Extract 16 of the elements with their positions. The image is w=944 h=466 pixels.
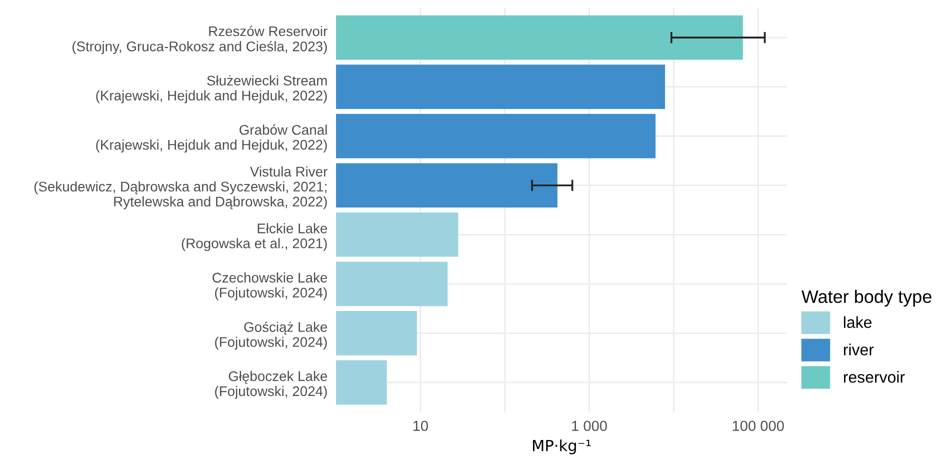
y-tick-label: Służewiecki Stream (Krajewski, Hejduk and Hejduk, 2022) bbox=[96, 75, 327, 104]
y-tick-label: Czechowskie Lake (Fojutowski, 2024) bbox=[212, 272, 328, 300]
x-tick-label: 10 bbox=[413, 420, 428, 432]
y-tick-label: Głęboczek Lake (Fojutowski, 2024) bbox=[215, 370, 328, 399]
x-tick-label: 100 000 bbox=[732, 420, 784, 432]
legend-label: river bbox=[844, 344, 874, 356]
legend-label: lake bbox=[844, 316, 872, 328]
y-tick-label: Vistula River (Sekudewicz, Dąbrowska and Syczewski, 2021; Rytelewska and Dąbrowska, 2022) bbox=[34, 166, 328, 210]
y-tick-label: Ełckie Lake (Rogowska et al., 2021) bbox=[182, 223, 328, 252]
y-tick-label: Gościąż Lake (Fojutowski, 2024) bbox=[215, 322, 328, 350]
legend-title: Water body type bbox=[801, 290, 932, 307]
x-tick-label: 1 000 bbox=[572, 420, 607, 432]
y-tick-label: Rzeszów Reservoir (Strojny, Gruca-Rokosz and Cieśla, 2023) bbox=[72, 26, 328, 54]
y-tick-label: Grabów Canal (Krajewski, Hejduk and Hejduk, 2022) bbox=[96, 124, 327, 152]
x-axis-title: MP·kg⁻¹ bbox=[533, 439, 591, 454]
legend-label: reservoir bbox=[844, 371, 905, 383]
